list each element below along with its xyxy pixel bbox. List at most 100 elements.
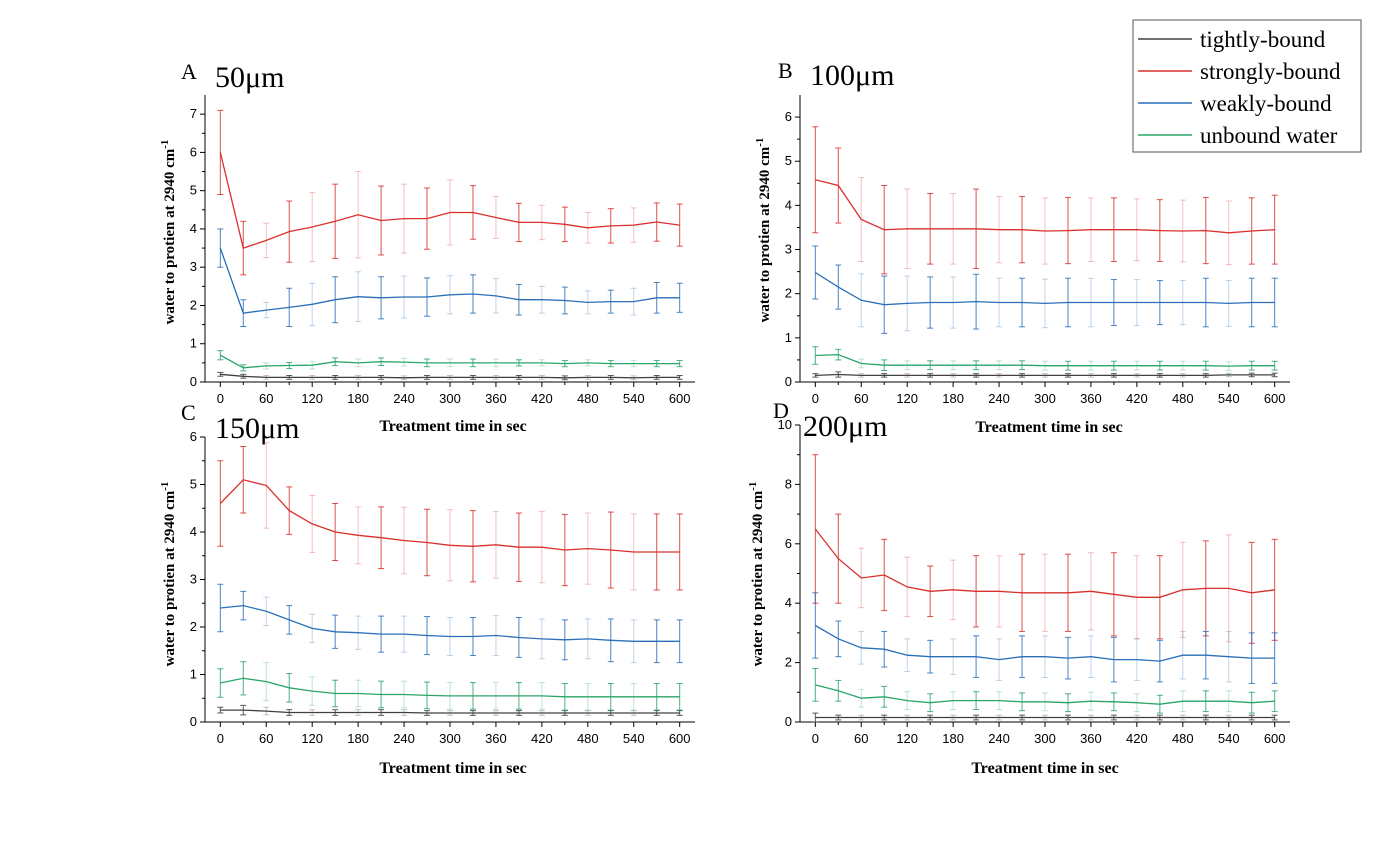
x-tick-label-d: 60	[854, 731, 868, 746]
legend-label-tightly-bound: tightly-bound	[1200, 27, 1326, 52]
x-tick-label-d: 240	[988, 731, 1010, 746]
x-tick-label-b: 420	[1126, 391, 1148, 406]
series-line-strongly-bound-c	[219, 479, 680, 553]
y-axis-label-d: water to protien at 2940 cm-1	[747, 482, 766, 667]
panel-title-b: 100μm	[810, 59, 894, 92]
legend-label-unbound-water: unbound water	[1200, 123, 1338, 148]
legend: tightly-bound strongly-bound weakly-boun…	[1132, 19, 1362, 153]
y-tick-label-a: 5	[190, 183, 197, 198]
y-tick-label-c: 5	[190, 477, 197, 492]
y-axis-label-b: water to protien at 2940 cm-1	[754, 138, 773, 323]
x-tick-label-c: 300	[439, 731, 461, 746]
x-tick-label-a: 240	[393, 391, 415, 406]
y-tick-label-b: 5	[785, 153, 792, 168]
x-axis-label-a: Treatment time in sec	[379, 418, 526, 435]
x-axis-label-b: Treatment time in sec	[975, 419, 1122, 436]
panel-letter-b: B	[778, 58, 793, 83]
panel-title-a: 50μm	[215, 61, 284, 94]
y-tick-label-d: 10	[778, 417, 792, 432]
panel-c: C 150μm Treatment time in sec water to p…	[159, 400, 695, 777]
panel-b: B 100μm Treatment time in sec water to p…	[754, 58, 1290, 436]
x-tick-label-b: 120	[896, 391, 918, 406]
y-tick-label-d: 0	[785, 714, 792, 729]
series-line-unbound-water-d	[815, 684, 1275, 705]
y-tick-label-c: 1	[190, 667, 197, 682]
y-tick-label-a: 7	[190, 106, 197, 121]
series-line-weakly-bound-a	[219, 247, 680, 314]
x-tick-label-b: 480	[1172, 391, 1194, 406]
y-axis-label-main-b: water to protien at 2940 cm	[757, 146, 773, 322]
y-tick-label-d: 8	[785, 476, 792, 491]
panel-d: D 200μm Treatment time in sec water to p…	[747, 398, 1290, 777]
y-tick-label-b: 3	[785, 242, 792, 257]
x-tick-label-b: 360	[1080, 391, 1102, 406]
y-tick-label-b: 4	[785, 197, 792, 212]
x-tick-label-b: 600	[1264, 391, 1286, 406]
x-tick-label-d: 420	[1126, 731, 1148, 746]
y-tick-label-d: 4	[785, 595, 792, 610]
series-line-weakly-bound-c	[220, 604, 680, 642]
y-axis-label-main-a: water to protien at 2940 cm	[162, 148, 178, 324]
x-tick-label-a: 60	[259, 391, 273, 406]
x-tick-label-a: 480	[577, 391, 599, 406]
x-tick-label-b: 180	[942, 391, 964, 406]
y-axis-label-main-c: water to protien at 2940 cm	[162, 490, 178, 666]
y-axis-label-main-d: water to protien at 2940 cm	[750, 490, 766, 666]
x-tick-label-a: 540	[623, 391, 645, 406]
panel-title-d: 200μm	[803, 410, 887, 443]
x-tick-label-b: 540	[1218, 391, 1240, 406]
series-line-weakly-bound-d	[814, 624, 1275, 662]
y-tick-label-a: 6	[190, 144, 197, 159]
series-line-tightly-bound-a	[220, 373, 680, 379]
x-tick-label-d: 180	[942, 731, 964, 746]
legend-label-strongly-bound: strongly-bound	[1200, 59, 1341, 84]
panel-letter-d: D	[773, 398, 789, 423]
y-tick-label-d: 2	[785, 655, 792, 670]
x-tick-label-c: 540	[623, 731, 645, 746]
y-tick-label-c: 3	[190, 572, 197, 587]
x-tick-label-c: 0	[217, 731, 224, 746]
panel-a: A 50μm Treatment time in sec water to pr…	[159, 59, 695, 435]
x-tick-label-c: 180	[347, 731, 369, 746]
series-line-weakly-bound-b	[814, 271, 1275, 306]
x-tick-label-c: 240	[393, 731, 415, 746]
y-axis-label-sup-b: -1	[754, 138, 766, 147]
series-line-tightly-bound-b	[815, 373, 1275, 377]
legend-label-weakly-bound: weakly-bound	[1200, 91, 1332, 116]
series-line-strongly-bound-d	[814, 528, 1275, 598]
y-tick-label-c: 6	[190, 429, 197, 444]
x-tick-label-c: 60	[259, 731, 273, 746]
y-tick-label-a: 0	[190, 374, 197, 389]
y-tick-label-d: 6	[785, 536, 792, 551]
series-line-strongly-bound-a	[219, 152, 680, 249]
x-tick-label-d: 600	[1264, 731, 1286, 746]
x-axis-label-d: Treatment time in sec	[971, 760, 1118, 777]
x-tick-label-d: 120	[896, 731, 918, 746]
y-axis-label-c: water to protien at 2940 cm-1	[159, 482, 178, 667]
panel-letter-a: A	[181, 59, 197, 84]
x-tick-label-c: 360	[485, 731, 507, 746]
x-tick-label-c: 120	[301, 731, 323, 746]
x-tick-label-a: 300	[439, 391, 461, 406]
x-tick-label-b: 0	[812, 391, 819, 406]
y-axis-label-sup-d: -1	[747, 482, 759, 491]
x-tick-label-d: 360	[1080, 731, 1102, 746]
x-tick-label-b: 240	[988, 391, 1010, 406]
y-tick-label-a: 3	[190, 259, 197, 274]
y-axis-label-a: water to protien at 2940 cm-1	[159, 140, 178, 325]
y-tick-label-a: 2	[190, 297, 197, 312]
series-line-strongly-bound-b	[815, 179, 1275, 234]
y-axis-label-sup-a: -1	[159, 140, 171, 149]
x-tick-label-b: 60	[854, 391, 868, 406]
x-tick-label-a: 0	[217, 391, 224, 406]
x-tick-label-d: 540	[1218, 731, 1240, 746]
x-tick-label-c: 420	[531, 731, 553, 746]
series-line-tightly-bound-c	[220, 709, 680, 714]
x-tick-label-a: 120	[301, 391, 323, 406]
y-tick-label-a: 1	[190, 336, 197, 351]
x-tick-label-d: 300	[1034, 731, 1056, 746]
panel-title-c: 150μm	[215, 412, 299, 445]
y-axis-label-sup-c: -1	[159, 482, 171, 491]
x-tick-label-a: 420	[531, 391, 553, 406]
